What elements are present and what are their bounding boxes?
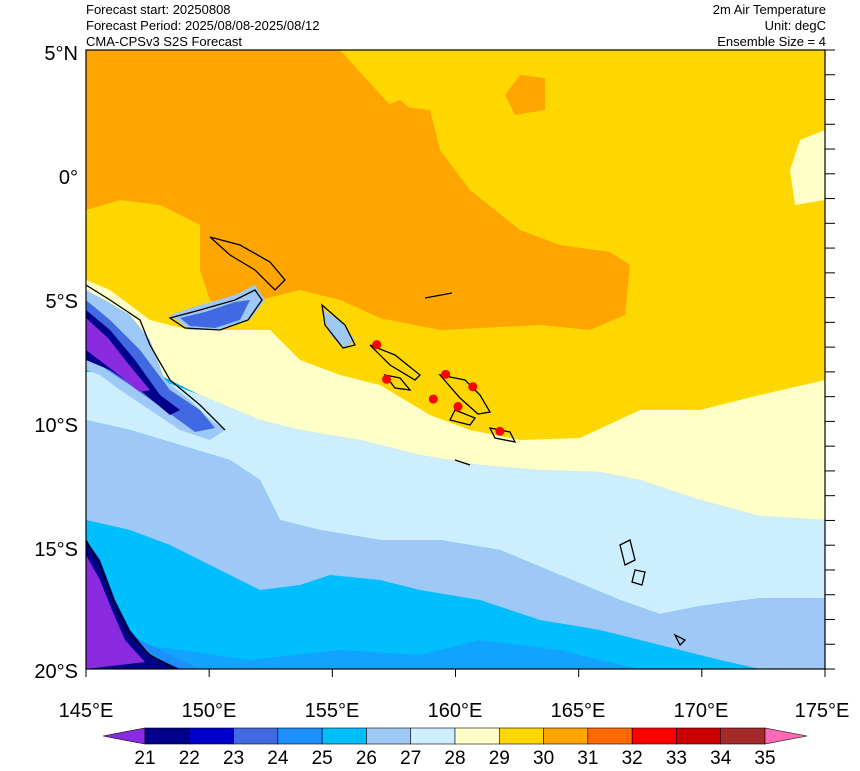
colorbar-label-27: 27 <box>400 748 421 769</box>
header-right: 2m Air Temperature Unit: degC Ensemble S… <box>713 2 826 50</box>
ensemble-size: Ensemble Size = 4 <box>717 34 826 49</box>
lat-label-10s: 10°S <box>34 415 78 437</box>
colorbar-label-28: 28 <box>444 748 465 769</box>
forecast-period: Forecast Period: 2025/08/08-2025/08/12 <box>86 18 320 33</box>
forecast-start: Forecast start: 20250808 <box>86 2 231 17</box>
colorbar-label-29: 29 <box>489 748 510 769</box>
colorbar-swatch-10 <box>543 727 589 745</box>
colorbar-label-26: 26 <box>356 748 377 769</box>
colorbar-swatch-15 <box>764 727 808 745</box>
lon-label-160e: 160°E <box>428 700 483 722</box>
red-marker-1 <box>382 374 392 384</box>
red-marker-3 <box>428 394 438 404</box>
lat-label-15s: 15°S <box>34 539 78 561</box>
colorbar-label-22: 22 <box>179 748 200 769</box>
coastlines <box>86 236 687 669</box>
lon-label-170e: 170°E <box>674 700 729 722</box>
colorbar-label-34: 34 <box>710 748 732 769</box>
colorbar-swatch-6 <box>366 727 412 745</box>
colorbar-label-30: 30 <box>533 748 554 769</box>
colorbar-label-35: 35 <box>754 748 775 769</box>
colorbar-label-32: 32 <box>622 748 643 769</box>
lon-label-150e: 150°E <box>182 700 237 722</box>
colorbar-swatch-4 <box>277 727 323 745</box>
red-marker-6 <box>495 426 505 436</box>
colorbar-label-25: 25 <box>312 748 333 769</box>
colorbar-swatch-1 <box>144 727 190 745</box>
colorbar-swatch-7 <box>410 727 456 745</box>
colorbar-swatch-12 <box>631 727 677 745</box>
variable-name: 2m Air Temperature <box>712 2 826 17</box>
header-left: Forecast start: 20250808 Forecast Period… <box>86 2 319 50</box>
colorbar-swatch-8 <box>454 727 500 745</box>
lon-label-165e: 165°E <box>551 700 606 722</box>
colorbar-label-23: 23 <box>223 748 244 769</box>
contour-fill <box>86 50 825 669</box>
lat-label-0: 0° <box>59 167 78 189</box>
colorbar: 21 22 23 24 25 26 27 28 29 30 31 32 33 34 35 <box>102 727 808 769</box>
colorbar-swatch-13 <box>676 727 722 745</box>
colorbar-swatch-5 <box>321 727 367 745</box>
colorbar-swatch-14 <box>720 727 766 745</box>
red-marker-0 <box>372 340 382 350</box>
colorbar-swatch-0 <box>102 727 146 745</box>
lat-label-20s: 20°S <box>34 661 78 683</box>
colorbar-swatch-2 <box>188 727 234 745</box>
colorbar-label-24: 24 <box>267 748 289 769</box>
red-marker-5 <box>468 382 478 392</box>
model-name: CMA-CPSv3 S2S Forecast <box>86 34 243 49</box>
longitude-labels: 145°E 150°E 155°E 160°E 165°E 170°E 175°… <box>59 700 850 722</box>
colorbar-swatch-11 <box>587 727 633 745</box>
red-markers <box>372 340 505 436</box>
unit-label: Unit: degC <box>764 18 826 33</box>
lon-label-175e: 175°E <box>795 700 850 722</box>
lon-label-155e: 155°E <box>305 700 360 722</box>
colorbar-label-21: 21 <box>134 748 155 769</box>
colorbar-label-33: 33 <box>666 748 687 769</box>
lat-label-5s: 5°S <box>46 291 78 313</box>
lon-label-145e: 145°E <box>59 700 114 722</box>
colorbar-swatch-9 <box>498 727 544 745</box>
red-marker-4 <box>453 402 463 412</box>
colorbar-label-31: 31 <box>577 748 598 769</box>
lat-label-5n: 5°N <box>44 43 78 65</box>
latitude-labels: 5°N 0° 5°S 10°S 15°S 20°S <box>34 43 78 683</box>
axis-ticks <box>85 49 835 677</box>
red-marker-2 <box>441 369 451 379</box>
colorbar-swatch-3 <box>233 727 279 745</box>
